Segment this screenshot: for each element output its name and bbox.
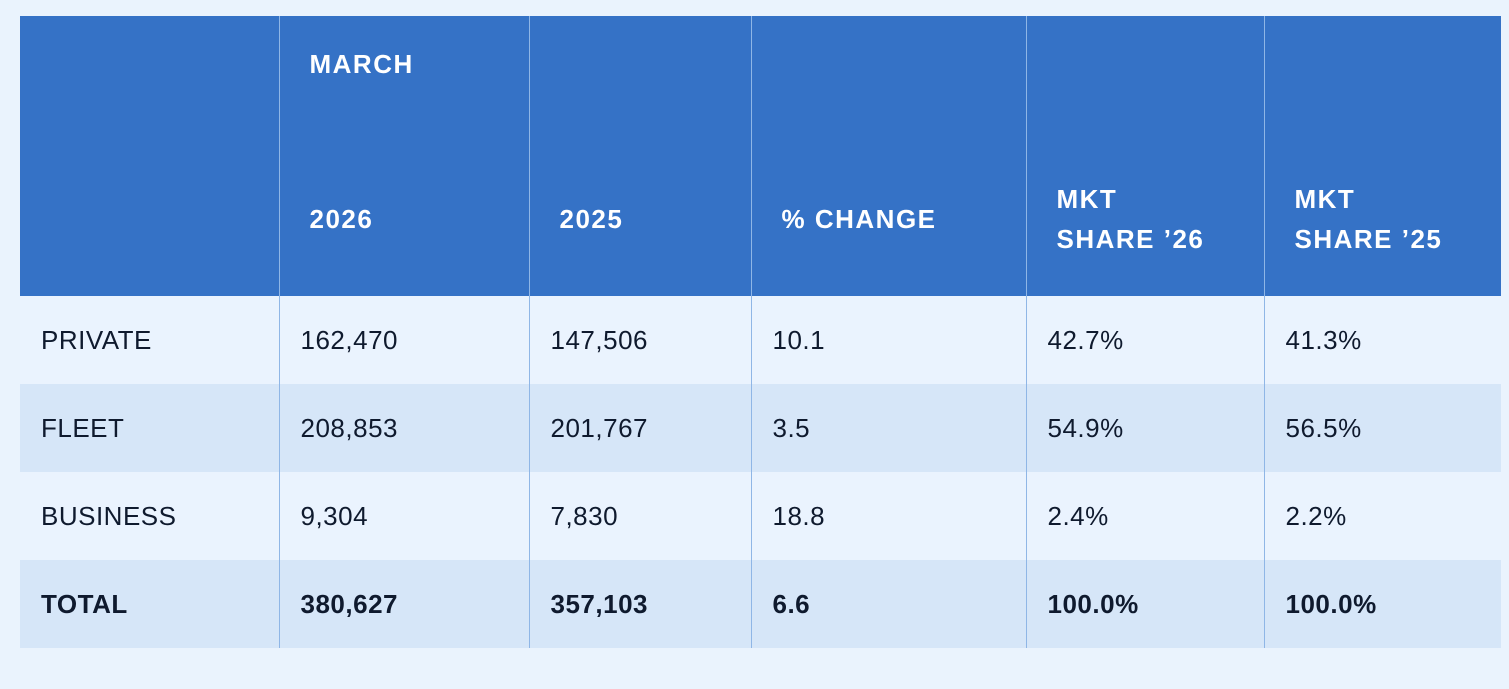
cell: 162,470	[278, 296, 529, 384]
sales-table: 2026 MARCH 2025 % CHANGE MKT SHARE ’26 MKT SH…	[20, 16, 1501, 648]
header-cell: MKT SHARE ’25	[1263, 16, 1501, 296]
header-cell	[20, 16, 279, 296]
header-cell: 2026 MARCH	[278, 16, 529, 296]
cell: 2.2%	[1263, 472, 1501, 560]
row-label: BUSINESS	[20, 472, 279, 560]
cell: 201,767	[528, 384, 751, 472]
cell: 18.8	[750, 472, 1026, 560]
cell: 9,304	[278, 472, 529, 560]
cell: 41.3%	[1263, 296, 1501, 384]
column-label: MKT SHARE ’25	[1294, 184, 1443, 254]
cell: 357,103	[528, 560, 751, 648]
cell: 100.0%	[1025, 560, 1264, 648]
row-label: TOTAL	[20, 560, 279, 648]
cell: 7,830	[528, 472, 751, 560]
table-header: 2026 MARCH 2025 % CHANGE MKT SHARE ’26 MKT SH…	[20, 16, 1501, 296]
header-cell: 2025	[528, 16, 751, 296]
cell: 3.5	[750, 384, 1026, 472]
header-cell: % CHANGE	[750, 16, 1026, 296]
row-label: FLEET	[20, 384, 279, 472]
cell: 380,627	[278, 560, 529, 648]
column-label: MKT SHARE ’26	[1056, 184, 1205, 254]
cell: 42.7%	[1025, 296, 1264, 384]
cell: 54.9%	[1025, 384, 1264, 472]
cell: 10.1	[750, 296, 1026, 384]
cell: 2.4%	[1025, 472, 1264, 560]
column-label: 2026	[309, 204, 374, 234]
table-row: FLEET 208,853 201,767 3.5 54.9% 56.5%	[20, 384, 1501, 472]
cell: 100.0%	[1263, 560, 1501, 648]
cell: 56.5%	[1263, 384, 1501, 472]
cell: 6.6	[750, 560, 1026, 648]
cell: 147,506	[528, 296, 751, 384]
column-label: % CHANGE	[781, 204, 937, 234]
table-row: BUSINESS 9,304 7,830 18.8 2.4% 2.2%	[20, 472, 1501, 560]
group-label: MARCH	[309, 49, 414, 79]
table-body: PRIVATE 162,470 147,506 10.1 42.7% 41.3% FLEET…	[20, 296, 1501, 648]
header-cell: MKT SHARE ’26	[1025, 16, 1264, 296]
cell: 208,853	[278, 384, 529, 472]
column-label: 2025	[559, 204, 624, 234]
total-row: TOTAL 380,627 357,103 6.6 100.0% 100.0%	[20, 560, 1501, 648]
table-row: PRIVATE 162,470 147,506 10.1 42.7% 41.3%	[20, 296, 1501, 384]
header-row: 2026 MARCH 2025 % CHANGE MKT SHARE ’26 MKT SH…	[20, 16, 1501, 296]
row-label: PRIVATE	[20, 296, 279, 384]
